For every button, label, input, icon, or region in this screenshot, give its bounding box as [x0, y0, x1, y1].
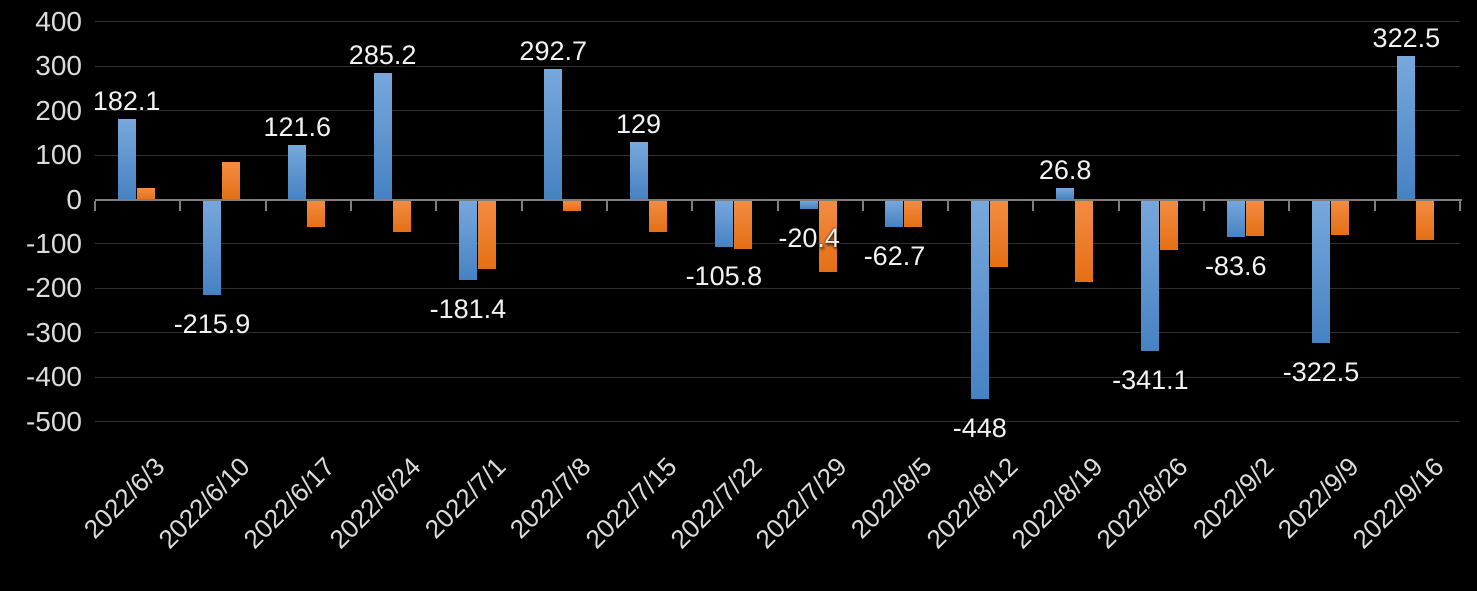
axis-tick	[264, 200, 267, 211]
bar-blue	[1141, 199, 1160, 352]
gridline	[95, 332, 1460, 334]
data-label: -322.5	[1282, 356, 1360, 387]
axis-tick	[179, 200, 182, 211]
gridline	[95, 65, 1460, 67]
bar-blue	[885, 199, 904, 228]
gridline	[95, 376, 1460, 378]
axis-tick	[776, 200, 779, 211]
bar-orange	[1245, 199, 1264, 236]
bar-blue	[970, 199, 989, 399]
bar-blue	[1056, 187, 1075, 200]
data-label: 26.8	[1038, 154, 1092, 185]
data-label: -448	[952, 412, 1007, 443]
y-axis-label: -300	[25, 316, 82, 348]
bar-orange	[221, 161, 240, 200]
data-label: -62.7	[863, 241, 926, 272]
gridline	[95, 421, 1460, 423]
axis-tick	[1288, 200, 1291, 211]
y-axis-label: -400	[25, 361, 82, 393]
y-axis-label: 100	[35, 139, 82, 171]
gridline	[95, 21, 1460, 23]
bar-blue	[458, 199, 477, 281]
gridline	[95, 287, 1460, 289]
axis-tick	[520, 200, 523, 211]
x-axis-line	[95, 198, 1462, 201]
axis-tick	[947, 200, 950, 211]
bar-orange	[733, 199, 752, 250]
data-label: 322.5	[1372, 23, 1441, 54]
data-label: -181.4	[429, 294, 507, 325]
axis-tick	[605, 200, 608, 211]
bar-blue	[373, 72, 392, 200]
gridline	[95, 154, 1460, 156]
axis-tick	[1373, 200, 1376, 211]
bar-blue	[1312, 199, 1331, 343]
y-axis-label: 400	[35, 5, 82, 37]
bar-orange	[1075, 199, 1094, 283]
axis-tick	[349, 200, 352, 211]
bar-blue	[117, 118, 136, 200]
axis-tick	[1459, 200, 1461, 211]
axis-tick	[94, 200, 96, 211]
bar-orange	[1331, 199, 1350, 236]
bar-orange	[989, 199, 1008, 267]
bar-blue	[1226, 199, 1245, 237]
data-label: -215.9	[173, 309, 251, 340]
data-label: 285.2	[348, 39, 417, 70]
data-label: -20.4	[778, 222, 840, 253]
bar-orange	[1416, 199, 1435, 240]
bar-orange	[307, 199, 326, 227]
y-axis-label: -200	[25, 272, 82, 304]
axis-tick	[1032, 200, 1035, 211]
bar-orange	[904, 199, 923, 227]
gridline	[95, 110, 1460, 112]
gridline	[95, 243, 1460, 245]
data-label: 129	[616, 109, 662, 140]
axis-tick	[691, 200, 694, 211]
data-label: -341.1	[1112, 365, 1189, 396]
bar-orange	[136, 187, 155, 200]
bar-orange	[563, 199, 582, 212]
y-axis-label: -500	[25, 405, 82, 437]
data-label: -83.6	[1204, 250, 1267, 281]
y-axis-label: 300	[35, 50, 82, 82]
bar-blue	[714, 199, 733, 247]
y-axis-label: 0	[66, 183, 82, 215]
bar-blue	[544, 69, 563, 200]
bar-orange	[1160, 199, 1179, 250]
bar-blue	[800, 199, 819, 209]
axis-tick	[435, 200, 438, 211]
bar-orange	[819, 199, 838, 273]
bar-blue	[629, 142, 648, 200]
bar-blue	[288, 145, 307, 200]
data-label: 121.6	[263, 112, 332, 143]
data-label: 292.7	[519, 36, 587, 67]
axis-tick	[1203, 200, 1206, 211]
bar-blue	[1397, 56, 1416, 200]
data-label: -105.8	[685, 260, 763, 291]
y-axis-label: -100	[25, 227, 82, 259]
bar-blue	[202, 199, 221, 296]
bar-orange	[477, 199, 496, 270]
axis-tick	[861, 200, 864, 211]
bar-orange	[392, 199, 411, 233]
y-axis-label: 200	[35, 94, 82, 126]
axis-tick	[1117, 200, 1120, 211]
bar-orange	[648, 199, 667, 233]
data-label: 182.1	[92, 85, 161, 116]
